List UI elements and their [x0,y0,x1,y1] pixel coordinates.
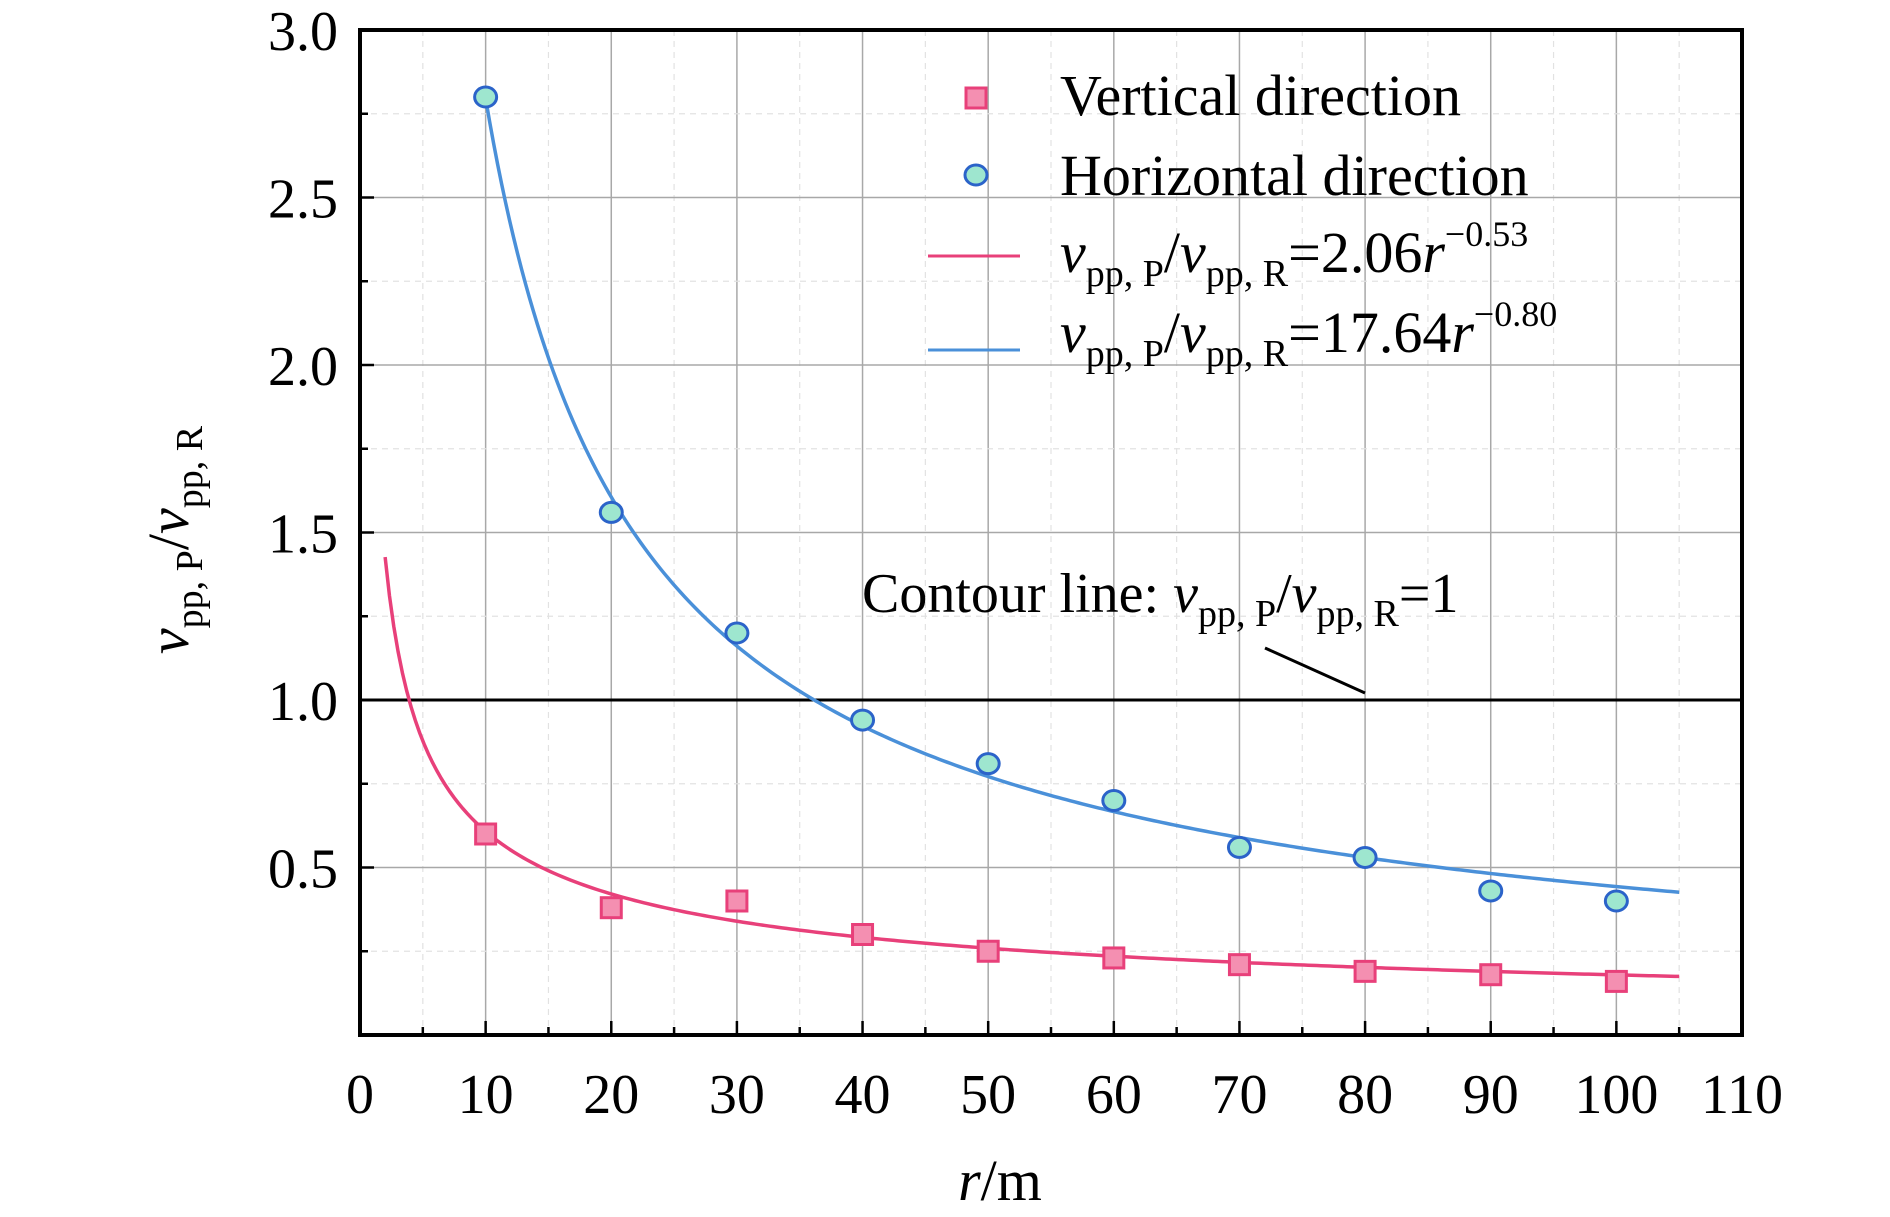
x-tick-label: 90 [1463,1064,1519,1126]
point-vertical [1227,953,1251,977]
point-vertical [976,939,1000,963]
legend-label-fit-horizontal: vpp, P/vpp, R=17.64r−0.80 [1060,294,1557,375]
point-horizontal [473,85,499,109]
point-vertical [851,923,875,946]
x-tick-label: 30 [709,1064,765,1126]
y-tick-label: 2.5 [268,169,338,231]
legend-label-horizontal: Horizontal direction [1060,143,1529,208]
x-axis-unit: /m [981,1148,1042,1213]
y-axis-v2: v [136,508,201,534]
point-horizontal [598,500,624,524]
y-axis-sub1: pp, P [169,550,211,628]
y-tick-label: 1.5 [268,504,338,566]
point-horizontal [1603,889,1629,913]
point-horizontal [1101,789,1127,812]
contour-label: Contour line: vpp, P/vpp, R=1 [862,563,1458,635]
x-tick-label: 0 [346,1064,374,1126]
point-vertical [1353,959,1377,983]
point-vertical [1604,969,1628,993]
fit-curve-0 [383,556,1680,979]
point-horizontal [1352,845,1378,869]
y-tick-label: 0.5 [268,839,338,901]
x-tick-label: 40 [835,1064,891,1126]
point-vertical [1479,963,1503,987]
legend-marker-horizontal [963,163,989,187]
x-tick-label: 70 [1211,1064,1267,1126]
data-points [473,85,1629,993]
legend-label-vertical: Vertical direction [1060,63,1461,128]
x-tick-label: 20 [583,1064,639,1126]
point-horizontal [1226,835,1252,859]
point-horizontal [1478,879,1504,903]
x-tick-label: 100 [1574,1064,1658,1126]
x-tick-label: 80 [1337,1064,1393,1126]
fit-curve-1 [483,98,1680,894]
point-horizontal [850,708,876,732]
y-axis-sub2: pp, R [169,425,211,508]
point-horizontal [975,752,1001,776]
point-horizontal [724,621,750,645]
x-tick-label: 10 [458,1064,514,1126]
y-axis-label: vpp, P/vpp, R [136,425,211,654]
legend-label-fit-vertical: vpp, P/vpp, R=2.06r−0.53 [1060,214,1528,295]
x-tick-label: 50 [960,1064,1016,1126]
y-axis-v1: v [136,628,201,654]
point-vertical [474,822,498,846]
contour-annotation: Contour line: vpp, P/vpp, R=1 [862,563,1458,695]
y-axis-slash: / [136,533,201,550]
y-tick-label: 2.0 [268,336,338,398]
x-axis-label: r/m [958,1148,1042,1213]
legend-marker-vertical [964,86,988,110]
x-tick-label: 60 [1086,1064,1142,1126]
point-vertical [599,896,623,920]
x-tick-label: 110 [1701,1064,1783,1126]
point-vertical [1102,946,1126,970]
x-axis-var: r [958,1148,981,1213]
x-tick-labels: 0 10 20 30 40 50 60 70 80 90 100 110 [346,1064,1783,1126]
plot-frame [358,28,1744,1037]
fit-curves [383,98,1680,979]
point-vertical [725,889,749,913]
y-tick-label: 3.0 [268,1,338,63]
contour-pointer [1264,646,1366,695]
y-tick-labels: 0.5 1.0 1.5 2.0 2.5 3.0 [268,1,338,901]
legend: Vertical direction Horizontal direction … [928,63,1557,375]
y-tick-label: 1.0 [268,671,338,733]
